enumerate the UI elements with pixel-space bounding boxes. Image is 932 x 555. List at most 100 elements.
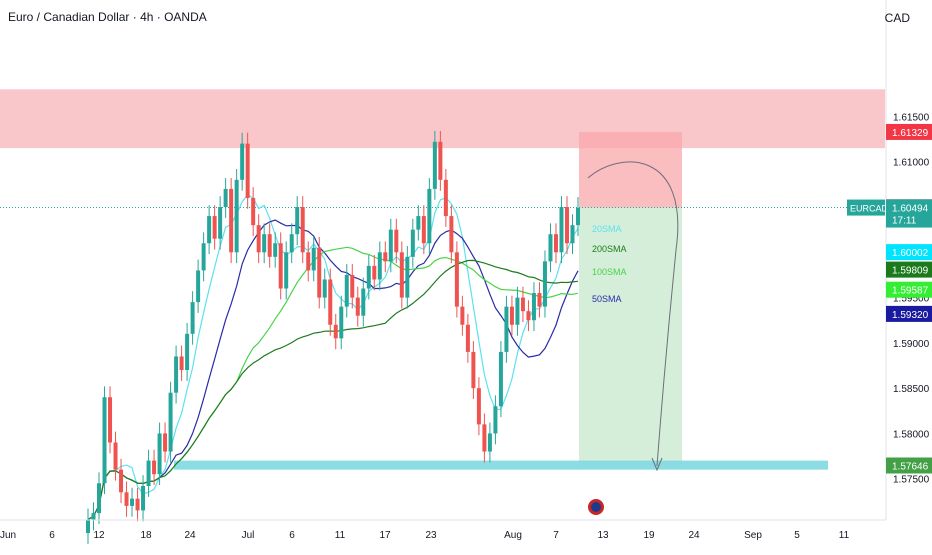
sma-label: 50SMA xyxy=(592,294,622,304)
price-tag-label: 1.57646 xyxy=(892,461,929,472)
candle-body xyxy=(273,243,278,257)
candle-body xyxy=(311,247,316,271)
x-tick-label: 11 xyxy=(335,530,346,541)
candle-body xyxy=(223,188,228,208)
price-tag[interactable] xyxy=(886,123,932,140)
candle-body xyxy=(526,311,531,321)
x-tick-label: Sep xyxy=(744,530,762,541)
symbol-tag[interactable] xyxy=(847,199,885,216)
arrow-head-icon xyxy=(651,457,663,472)
price-tag-label: 1.61329 xyxy=(892,128,929,139)
currency-label[interactable]: CAD xyxy=(884,11,910,25)
candle-body xyxy=(152,460,157,475)
chart-title: Euro / Canadian Dollar · 4h · OANDA xyxy=(8,10,207,24)
candle-body xyxy=(399,252,404,298)
candle-body xyxy=(163,433,168,452)
symbol-tag-label: EURCAD xyxy=(850,204,889,214)
candle-body xyxy=(366,265,371,289)
candle-body xyxy=(212,216,217,239)
sma-label: 20SMA xyxy=(592,224,622,234)
price-tag[interactable] xyxy=(886,281,932,298)
candle-body xyxy=(427,188,432,244)
price-tag[interactable] xyxy=(886,199,932,228)
sma200-line xyxy=(87,259,579,521)
candle-body xyxy=(504,306,509,352)
y-tick-label: 1.61000 xyxy=(893,158,930,169)
candle-body xyxy=(91,513,96,520)
economic-event-icon-inner xyxy=(591,502,601,512)
candle-body xyxy=(234,179,239,253)
candle-body xyxy=(130,498,135,506)
candle-body xyxy=(328,279,333,325)
candle-body xyxy=(454,252,459,307)
y-tick-label: 1.59500 xyxy=(893,294,930,305)
candle-body xyxy=(570,225,575,244)
candle-body xyxy=(218,207,223,239)
price-tag[interactable] xyxy=(886,261,932,278)
candle-body xyxy=(542,261,547,307)
candle-body xyxy=(289,234,294,253)
candle-body xyxy=(201,243,206,271)
price-tag[interactable] xyxy=(886,457,932,474)
price-tag[interactable] xyxy=(886,305,932,322)
candle-body xyxy=(388,229,393,262)
x-tick-label: 18 xyxy=(140,530,152,541)
candle-body xyxy=(416,216,421,230)
candle-body xyxy=(405,256,410,298)
sma100-line xyxy=(87,246,579,521)
candle-body xyxy=(465,324,470,352)
candle-body xyxy=(576,207,580,226)
candle-body xyxy=(394,229,399,253)
candle-body xyxy=(157,433,162,475)
stop-loss-zone xyxy=(579,131,682,208)
candle-body xyxy=(537,293,542,307)
x-tick-label: 23 xyxy=(425,530,437,541)
candle-body xyxy=(482,424,487,452)
candle-body xyxy=(97,483,102,514)
candle-body xyxy=(196,270,201,303)
candle-body xyxy=(443,179,448,217)
candle-body xyxy=(460,306,465,325)
sma-label: 200SMA xyxy=(592,244,627,254)
price-tag-label: 1.59320 xyxy=(892,310,929,321)
candle-body xyxy=(553,234,558,253)
x-tick-label: Jul xyxy=(242,530,255,541)
candle-body xyxy=(278,243,283,289)
candle-body xyxy=(520,297,525,312)
candle-body xyxy=(372,265,377,280)
resistance-zone xyxy=(0,89,885,149)
candle-body xyxy=(438,141,443,180)
candle-body xyxy=(284,252,289,289)
candle-body xyxy=(141,485,146,511)
candle-body xyxy=(185,333,190,371)
candle-body xyxy=(487,433,492,452)
price-tag-label: 1.60494 xyxy=(892,204,929,215)
candle-body xyxy=(262,234,267,253)
candle-body xyxy=(135,498,140,511)
candle-body xyxy=(471,351,476,389)
candle-body xyxy=(207,216,212,244)
candle-body xyxy=(548,234,553,262)
x-tick-label: 11 xyxy=(839,530,850,541)
candle-body xyxy=(124,492,129,506)
candle-body xyxy=(493,406,498,434)
candle-body xyxy=(564,207,569,244)
x-tick-label: 17 xyxy=(379,530,391,541)
candle-body xyxy=(339,306,344,339)
price-tag[interactable] xyxy=(886,244,932,261)
candle-body xyxy=(168,392,173,452)
sma-label: 100SMA xyxy=(592,267,627,277)
candle-body xyxy=(322,279,327,298)
candle-body xyxy=(240,143,245,180)
candle-body xyxy=(245,143,250,198)
x-tick-label: Jun xyxy=(0,530,16,541)
x-tick-label: 6 xyxy=(49,530,55,541)
take-profit-zone xyxy=(579,207,682,466)
candle-body xyxy=(498,351,503,407)
x-tick-label: 13 xyxy=(597,530,609,541)
candle-body xyxy=(317,247,322,298)
price-tag-label: 1.59809 xyxy=(892,266,929,277)
candle-body xyxy=(432,141,437,189)
